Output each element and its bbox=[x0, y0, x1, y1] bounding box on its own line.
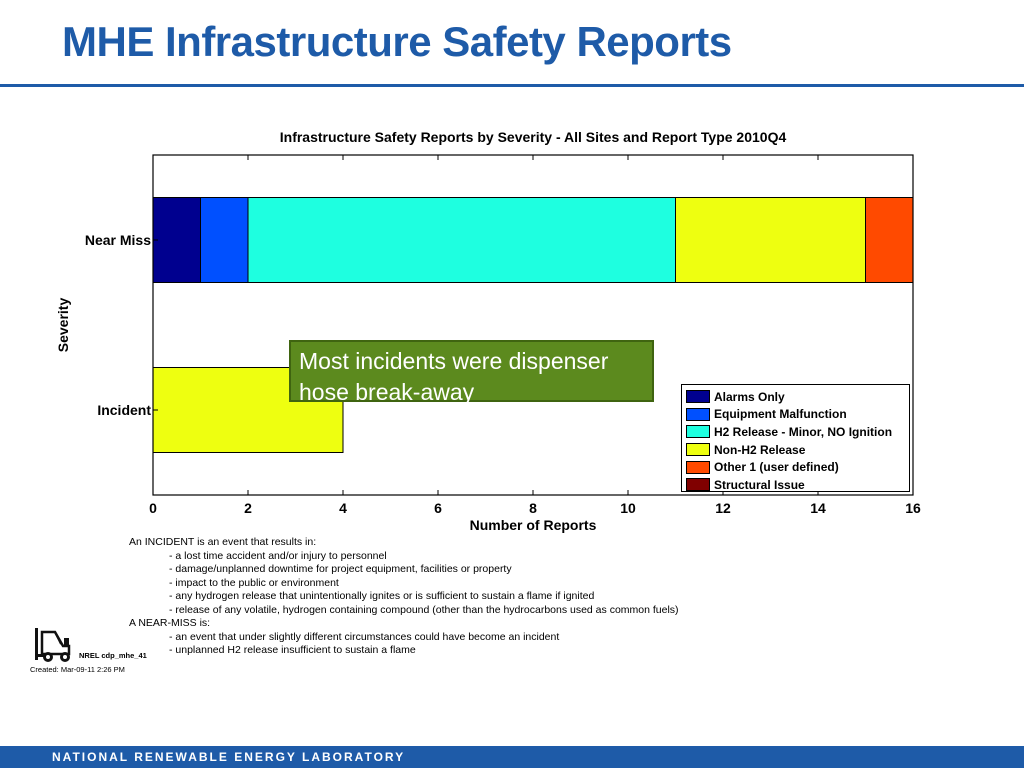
x-axis-label: Number of Reports bbox=[470, 517, 597, 533]
bar-near-miss-alarms-only bbox=[152, 197, 201, 283]
created-timestamp: Created: Mar-09-11 2:26 PM bbox=[30, 665, 125, 674]
bar-near-miss-equipment-malfunction bbox=[200, 197, 249, 283]
legend-label: Alarms Only bbox=[714, 389, 785, 404]
x-tick-label: 2 bbox=[244, 500, 252, 516]
legend-swatch bbox=[686, 443, 710, 457]
x-tick-label: 4 bbox=[339, 500, 347, 516]
legend-swatch bbox=[686, 390, 710, 404]
legend-item-structural-issue: Structural Issue bbox=[686, 476, 909, 494]
legend-label: H2 Release - Minor, NO Ignition bbox=[714, 424, 893, 439]
org-name: NATIONAL RENEWABLE ENERGY LABORATORY bbox=[52, 750, 406, 764]
legend-item-equipment-malfunction: Equipment Malfunction bbox=[686, 406, 909, 424]
definition-item: - impact to the public or environment bbox=[169, 576, 339, 589]
definition-item: - an event that under slightly different… bbox=[169, 630, 560, 643]
stacked-bar-chart: Infrastructure Safety Reports by Severit… bbox=[55, 129, 921, 533]
legend-item-non-h2-release: Non-H2 Release bbox=[686, 441, 909, 459]
definitions-text: An INCIDENT is an event that results in:… bbox=[129, 536, 679, 658]
x-tick-label: 8 bbox=[529, 500, 537, 516]
callout-box: Most incidents were dispenser hose break… bbox=[289, 340, 654, 405]
definition-heading: An INCIDENT is an event that results in: bbox=[129, 536, 317, 548]
footer-bar: NATIONAL RENEWABLE ENERGY LABORATORY bbox=[0, 746, 1024, 768]
legend-swatch bbox=[686, 425, 710, 439]
legend-label: Other 1 (user defined) bbox=[714, 460, 839, 475]
x-tick-label: 6 bbox=[434, 500, 442, 516]
legend-label: Structural Issue bbox=[714, 477, 805, 492]
legend-item-h2-release-minor-no-ignition: H2 Release - Minor, NO Ignition bbox=[686, 423, 909, 441]
bar-near-miss-non-h2-release bbox=[675, 197, 866, 283]
definition-item: - release of any volatile, hydrogen cont… bbox=[169, 603, 679, 616]
legend-swatch bbox=[686, 478, 710, 492]
x-tick-label: 16 bbox=[905, 500, 921, 516]
category-label-near-miss: Near Miss bbox=[85, 232, 151, 248]
slide-title: MHE Infrastructure Safety Reports bbox=[62, 18, 732, 65]
y-axis-label: Severity bbox=[55, 298, 71, 353]
title-divider bbox=[0, 84, 1024, 87]
legend-label: Non-H2 Release bbox=[714, 442, 806, 457]
legend-item-alarms-only: Alarms Only bbox=[686, 388, 909, 406]
chart-title: Infrastructure Safety Reports by Severit… bbox=[280, 129, 787, 145]
x-tick-label: 0 bbox=[149, 500, 157, 516]
definition-item: - a lost time accident and/or injury to … bbox=[169, 549, 387, 562]
legend-item-other-1-user-defined: Other 1 (user defined) bbox=[686, 458, 909, 476]
bar-near-miss-h2-release-minor-no-ignition bbox=[247, 197, 676, 283]
definition-heading: A NEAR-MISS is: bbox=[129, 617, 211, 629]
definition-item: - damage/unplanned downtime for project … bbox=[169, 563, 512, 575]
category-label-incident: Incident bbox=[97, 402, 151, 418]
x-tick-label: 14 bbox=[810, 500, 826, 516]
legend-swatch bbox=[686, 407, 710, 421]
definition-item: - unplanned H2 release insufficient to s… bbox=[169, 644, 416, 656]
forklift-icon bbox=[35, 628, 71, 662]
legend-label: Equipment Malfunction bbox=[714, 407, 847, 422]
chart-legend: Alarms Only Equipment Malfunction H2 Relea… bbox=[681, 384, 910, 492]
definition-item: - any hydrogen release that unintentiona… bbox=[169, 590, 595, 602]
bar-near-miss-other-1-user-defined bbox=[865, 197, 914, 283]
report-code: NREL cdp_mhe_41 bbox=[79, 651, 147, 660]
x-tick-label: 12 bbox=[715, 500, 731, 516]
x-tick-label: 10 bbox=[620, 500, 636, 516]
legend-swatch bbox=[686, 460, 710, 474]
